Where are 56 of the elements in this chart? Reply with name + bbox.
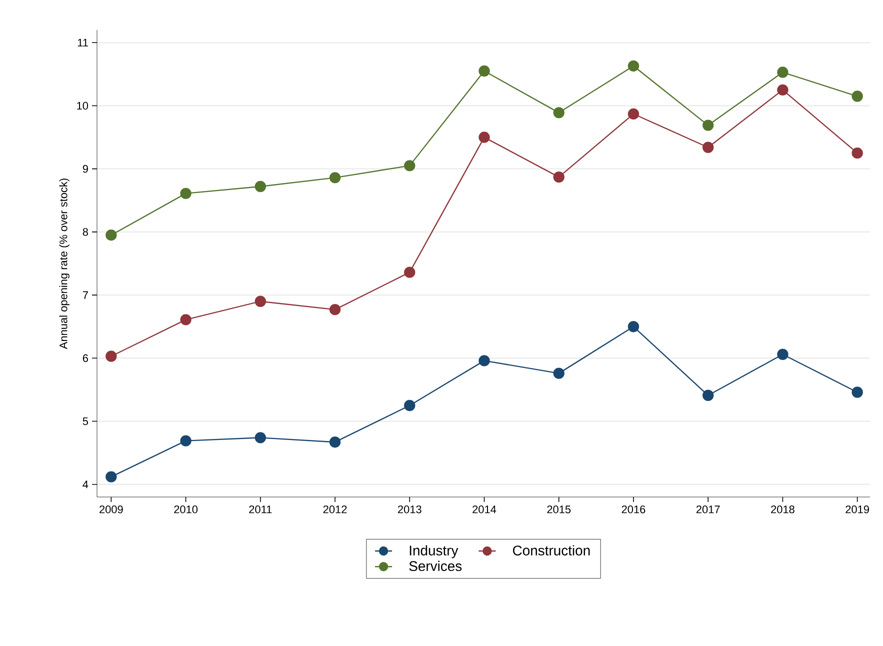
point xyxy=(777,348,788,360)
point xyxy=(329,436,341,448)
x-tick-label: 2016 xyxy=(622,506,646,514)
legend-label: Industry xyxy=(410,545,458,558)
point xyxy=(852,386,863,398)
point xyxy=(852,90,863,102)
x-tick-label: 2019 xyxy=(846,506,869,514)
x-tick-label: 2010 xyxy=(174,506,198,514)
point xyxy=(478,355,490,366)
y-tick-label: 6 xyxy=(82,354,88,362)
point xyxy=(777,66,788,78)
point xyxy=(404,400,416,412)
point xyxy=(702,120,714,131)
x-tick-label: 2011 xyxy=(249,506,272,514)
point xyxy=(553,368,564,379)
y-tick-label: 11 xyxy=(78,38,88,46)
point xyxy=(404,160,416,172)
point xyxy=(628,108,640,120)
point xyxy=(106,471,117,482)
point xyxy=(329,172,341,184)
x-tick-label: 2015 xyxy=(547,506,571,514)
y-tick-label: 8 xyxy=(82,228,88,236)
x-tick-label: 2009 xyxy=(100,506,123,514)
point xyxy=(254,432,266,444)
point xyxy=(254,296,266,307)
point xyxy=(553,107,564,118)
y-tick-label: 10 xyxy=(77,102,88,110)
x-tick-label: 2012 xyxy=(323,506,347,514)
point xyxy=(553,171,564,183)
point xyxy=(254,180,266,192)
y-axis-title: Annual opening rate (% over stock) xyxy=(59,178,70,350)
x-tick-label: 2013 xyxy=(398,506,422,514)
y-tick-label: 9 xyxy=(82,164,88,173)
x-tick-label: 2014 xyxy=(472,506,496,514)
legend-label: Services xyxy=(409,560,462,572)
point xyxy=(180,188,192,200)
point xyxy=(106,350,117,362)
point xyxy=(180,435,192,446)
legend-label: Construction xyxy=(512,545,590,556)
point xyxy=(702,142,714,153)
point xyxy=(628,60,640,72)
point xyxy=(404,266,416,278)
point xyxy=(106,230,117,241)
point xyxy=(478,132,490,143)
point xyxy=(777,84,788,96)
y-tick-label: 4 xyxy=(82,480,88,488)
y-tick-label: 7 xyxy=(82,291,88,299)
y-tick-label: 5 xyxy=(82,417,88,426)
point xyxy=(852,147,863,159)
point xyxy=(702,390,714,401)
point xyxy=(628,321,640,332)
point xyxy=(329,304,341,316)
point xyxy=(478,65,490,77)
point xyxy=(180,314,192,326)
x-tick-label: 2018 xyxy=(771,506,794,514)
x-tick-label: 2017 xyxy=(696,506,720,514)
